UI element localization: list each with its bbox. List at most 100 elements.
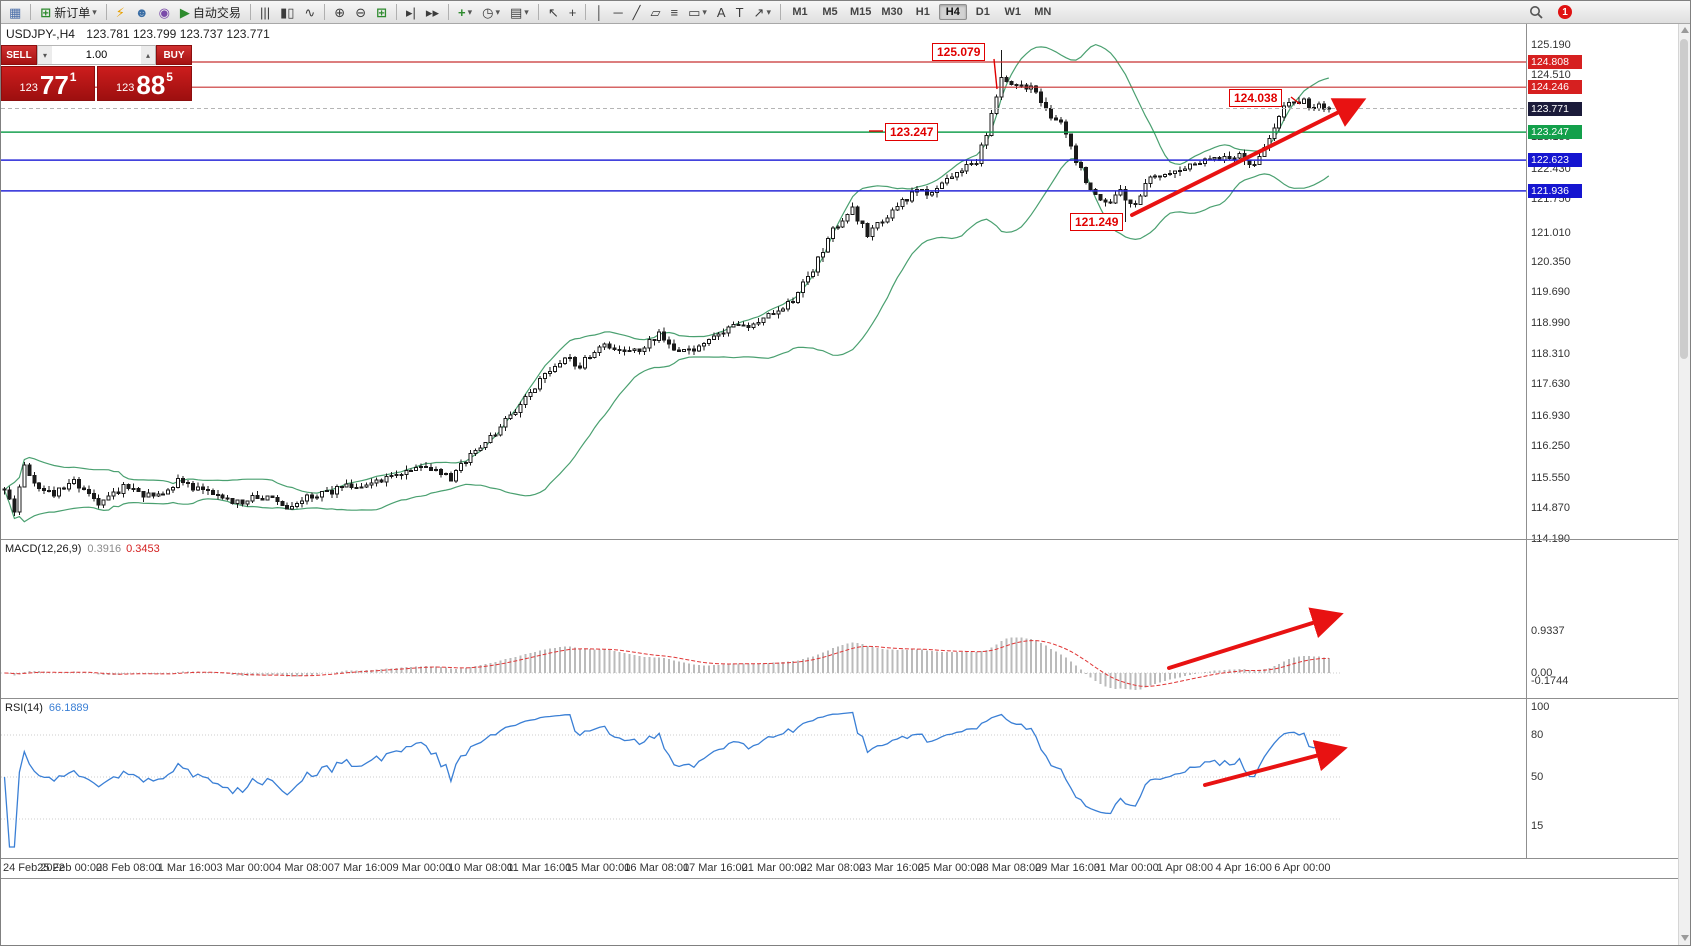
price-annotation[interactable]: 121.249 [1070, 213, 1124, 231]
time-tick: 21 Mar 00:00 [741, 862, 807, 874]
buy-price-button[interactable]: 123 88 5 [97, 66, 192, 101]
new-chart-button[interactable]: ▦ [5, 2, 25, 22]
community-button[interactable]: ◉ [155, 2, 174, 22]
quick-trade-button[interactable]: ⚡ [112, 2, 129, 22]
indicators-icon: + [457, 4, 466, 20]
timeframe-mn-button[interactable]: MN [1034, 6, 1052, 18]
sell-price-button[interactable]: 123 77 1 [1, 66, 95, 101]
time-tick: 28 Mar 08:00 [976, 862, 1042, 874]
timeframe-m30-button[interactable]: M30 [881, 6, 903, 18]
candlestick-chart[interactable] [1, 23, 1526, 539]
toolbar-separator [585, 4, 587, 20]
periods-icon: ◷ [482, 4, 494, 20]
dropdown-caret-icon[interactable]: ▾ [766, 6, 771, 17]
chart-shift-button[interactable]: ▸▸ [422, 2, 443, 22]
fibonacci-icon: ≡ [670, 4, 679, 20]
auto-scroll-button[interactable]: ▸| [402, 2, 420, 22]
macd-axis-tick: 0.9337 [1531, 625, 1565, 638]
price-annotation[interactable]: 123.247 [885, 123, 939, 141]
scroll-down-icon[interactable] [1681, 935, 1689, 941]
arrows-tool-button[interactable]: ↗ ▾ [750, 2, 775, 22]
price-annotation[interactable]: 125.079 [932, 43, 986, 61]
zoom-in-button[interactable]: ⊕ [330, 2, 349, 22]
toolbar-separator [779, 4, 781, 20]
timeframe-d1-button[interactable]: D1 [975, 6, 990, 18]
time-axis[interactable]: 24 Feb 2022 25 Feb 00:00 28 Feb 08:00 1 Mar… [1, 859, 1681, 879]
fibonacci-button[interactable]: ≡ [666, 2, 682, 22]
price-axis[interactable]: 125.190124.510123.130122.430121.750121.0… [1526, 23, 1681, 879]
cursor-button[interactable]: ↖ [544, 2, 563, 22]
new-order-button[interactable]: ⊞ 新订单 ▾ [36, 2, 100, 22]
timeframe-m1-button[interactable]: M1 [792, 6, 808, 18]
shapes-icon: ▭ [688, 4, 701, 20]
time-tick: 9 Mar 00:00 [392, 862, 452, 874]
volume-increase-button[interactable]: ▴ [141, 46, 155, 64]
vertical-line-icon: │ [595, 4, 604, 20]
scrollbar-thumb[interactable] [1680, 39, 1688, 359]
time-tick: 1 Mar 16:00 [157, 862, 217, 874]
arrows-tool-icon: ↗ [753, 4, 765, 20]
price-tick: 124.510 [1531, 69, 1571, 82]
level-price-label: 124.808 [1528, 54, 1582, 69]
timeframe-w1-button[interactable]: W1 [1004, 6, 1022, 18]
trendline-button[interactable]: ╱ [629, 2, 645, 22]
scroll-up-icon[interactable] [1681, 27, 1689, 33]
time-tick: 23 Mar 16:00 [859, 862, 924, 874]
templates-button[interactable]: ▤ ▾ [506, 2, 533, 22]
dropdown-caret-icon[interactable]: ▾ [92, 6, 97, 17]
bollinger-upper-band [4, 43, 1329, 494]
tile-windows-button[interactable]: ⊞ [372, 2, 391, 22]
dropdown-caret-icon[interactable]: ▾ [702, 6, 707, 17]
zoom-in-icon: ⊕ [334, 4, 346, 20]
search-button[interactable] [1525, 2, 1547, 22]
auto-trading-button[interactable]: ▶ 自动交易 [176, 2, 245, 22]
time-tick: 4 Apr 16:00 [1215, 862, 1272, 874]
periods-button[interactable]: ◷ ▾ [478, 2, 504, 22]
buy-button[interactable]: BUY [156, 45, 192, 65]
text-icon: A [716, 4, 726, 20]
bar-chart-mode-button[interactable]: ||| [256, 2, 274, 22]
dropdown-caret-icon[interactable]: ▾ [495, 6, 500, 17]
line-chart-mode-button[interactable]: ∿ [300, 2, 319, 22]
timeframe-m15-button[interactable]: M15 [849, 6, 872, 18]
vertical-scrollbar[interactable] [1678, 23, 1690, 945]
text-label-button[interactable]: T [732, 2, 748, 22]
timeframe-h4-button[interactable]: H4 [938, 4, 967, 20]
shapes-button[interactable]: ▭ ▾ [684, 2, 711, 22]
quick-trade-icon: ⚡ [115, 4, 125, 20]
timeframe-h1-button[interactable]: H1 [915, 6, 930, 18]
new-order-label: 新订单 [54, 5, 91, 20]
level-price-label: 123.247 [1528, 125, 1582, 140]
level-price-label: 124.246 [1528, 80, 1582, 95]
dropdown-caret-icon[interactable]: ▾ [524, 6, 529, 17]
panel-separator[interactable] [1, 539, 1681, 540]
price-tick: 115.550 [1531, 471, 1570, 484]
macd-panel[interactable] [1, 540, 1526, 698]
indicators-button[interactable]: + ▾ [454, 2, 476, 22]
crosshair-button[interactable]: + [565, 2, 581, 22]
text-button[interactable]: A [713, 2, 730, 22]
rsi-panel[interactable] [1, 699, 1526, 858]
timeframe-m5-button[interactable]: M5 [822, 6, 838, 18]
zoom-out-button[interactable]: ⊖ [351, 2, 370, 22]
notification-badge[interactable]: 1 [1558, 5, 1572, 19]
toolbar-buttons: ▦ ⊞ 新订单 ▾ ⚡ ☻ ◉ ▶ 自动交易 ||| ▮▯ ∿ ⊕ ⊖ ⊞ ▸| ▸▸ + ▾ ◷ ▾ ▤ ▾ ↖ + │ ─ ╱ ▱ ≡… [1, 1, 1058, 23]
tile-windows-icon: ⊞ [376, 4, 388, 20]
volume-decrease-button[interactable]: ▾ [38, 46, 52, 64]
horizontal-line-button[interactable]: ─ [609, 2, 626, 22]
sell-button[interactable]: SELL [1, 45, 37, 65]
panel-separator[interactable] [1, 698, 1681, 699]
dropdown-caret-icon[interactable]: ▾ [467, 6, 473, 17]
price-annotation[interactable]: 124.038 [1229, 89, 1283, 107]
panel-separator[interactable] [1, 858, 1681, 859]
volume-input[interactable] [52, 46, 141, 64]
time-tick: 29 Mar 16:00 [1035, 862, 1101, 874]
contacts-button[interactable]: ☻ [131, 2, 153, 22]
ohlc-values: 123.781 123.799 123.737 123.771 [86, 27, 270, 41]
vertical-line-button[interactable]: │ [591, 2, 607, 22]
candle-chart-mode-button[interactable]: ▮▯ [276, 2, 298, 22]
equidistant-channel-button[interactable]: ▱ [646, 2, 664, 22]
candles-group [2, 49, 1331, 516]
price-tick: 121.010 [1531, 226, 1571, 239]
